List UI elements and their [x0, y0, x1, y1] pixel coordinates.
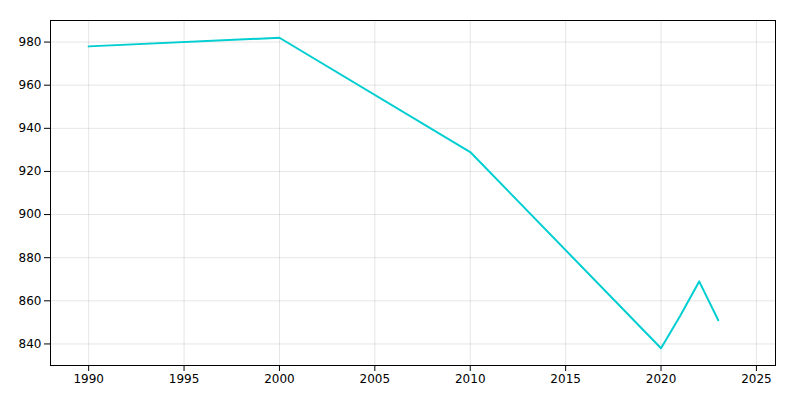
svg-text:940: 940 [19, 121, 42, 135]
svg-text:860: 860 [19, 294, 42, 308]
svg-text:2020: 2020 [646, 372, 677, 386]
svg-text:2025: 2025 [741, 372, 772, 386]
svg-text:880: 880 [19, 251, 42, 265]
svg-text:2000: 2000 [264, 372, 295, 386]
svg-text:920: 920 [19, 164, 42, 178]
svg-text:2010: 2010 [455, 372, 486, 386]
svg-text:1990: 1990 [73, 372, 104, 386]
svg-text:900: 900 [19, 207, 42, 221]
svg-text:1995: 1995 [169, 372, 200, 386]
svg-text:980: 980 [19, 35, 42, 49]
svg-text:2015: 2015 [550, 372, 581, 386]
svg-text:960: 960 [19, 78, 42, 92]
svg-text:2005: 2005 [360, 372, 391, 386]
svg-text:840: 840 [19, 337, 42, 351]
